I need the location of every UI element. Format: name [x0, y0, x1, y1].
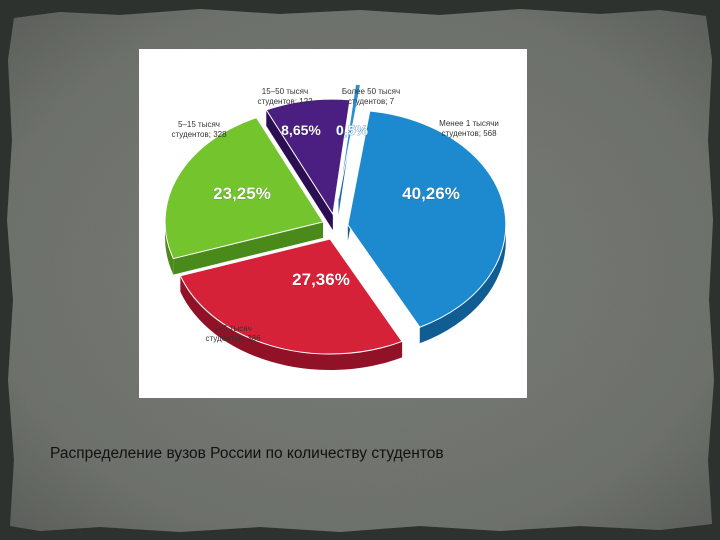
slice-category-line: 1–5 тысяч — [214, 324, 251, 333]
slice-percent-label: 8,65% — [281, 122, 321, 138]
pie-tops — [164, 83, 507, 355]
slice-category-line: студентов; 386 — [205, 334, 261, 343]
pie-slice-wall — [173, 221, 324, 275]
pie-slice-wall — [266, 109, 333, 231]
slice-percent-label: 40,26% — [402, 184, 460, 203]
pie-slice — [338, 83, 362, 199]
slice-category-label: 5–15 тысяч студентов; 328 — [171, 120, 227, 139]
slice-category-line: студентов; 7 — [348, 97, 395, 106]
chart-panel: 40,26% Менее 1 тысячи студентов; 568 27,36%… — [139, 49, 527, 398]
slice-percent-label: 27,36% — [292, 270, 350, 289]
slice-percent-label: 0,5% — [336, 122, 368, 138]
pie-slice — [347, 110, 507, 328]
slice-category-label: 1–5 тысяч студентов; 386 — [205, 324, 261, 343]
pie-slice — [164, 116, 324, 260]
pie-slice — [265, 98, 351, 216]
slice-category-line: Более 50 тысяч — [342, 87, 400, 96]
pie-slice-side — [419, 224, 506, 344]
slice-percent-label: 23,25% — [213, 184, 271, 203]
slice-category-line: 15–50 тысяч — [262, 87, 308, 96]
slice-category-line: 5–15 тысяч — [178, 120, 220, 129]
slice-category-label: Более 50 тысяч студентов; 7 — [342, 87, 400, 106]
slice-category-label: 15–50 тысяч студентов; 122 — [257, 87, 313, 106]
pie-chart: 40,26% Менее 1 тысячи студентов; 568 27,36%… — [164, 83, 507, 371]
slice-category-line: студентов; 122 — [257, 97, 313, 106]
slice-category-line: студентов; 328 — [171, 130, 227, 139]
slice-category-label: Менее 1 тысячи студентов; 568 — [439, 119, 499, 138]
slice-category-line: студентов; 568 — [441, 129, 497, 138]
slide-caption: Распределение вузов России по количеству… — [50, 445, 444, 462]
pie-slice — [179, 238, 403, 355]
slice-category-line: Менее 1 тысячи — [439, 119, 499, 128]
pie-slice-side — [180, 275, 403, 371]
